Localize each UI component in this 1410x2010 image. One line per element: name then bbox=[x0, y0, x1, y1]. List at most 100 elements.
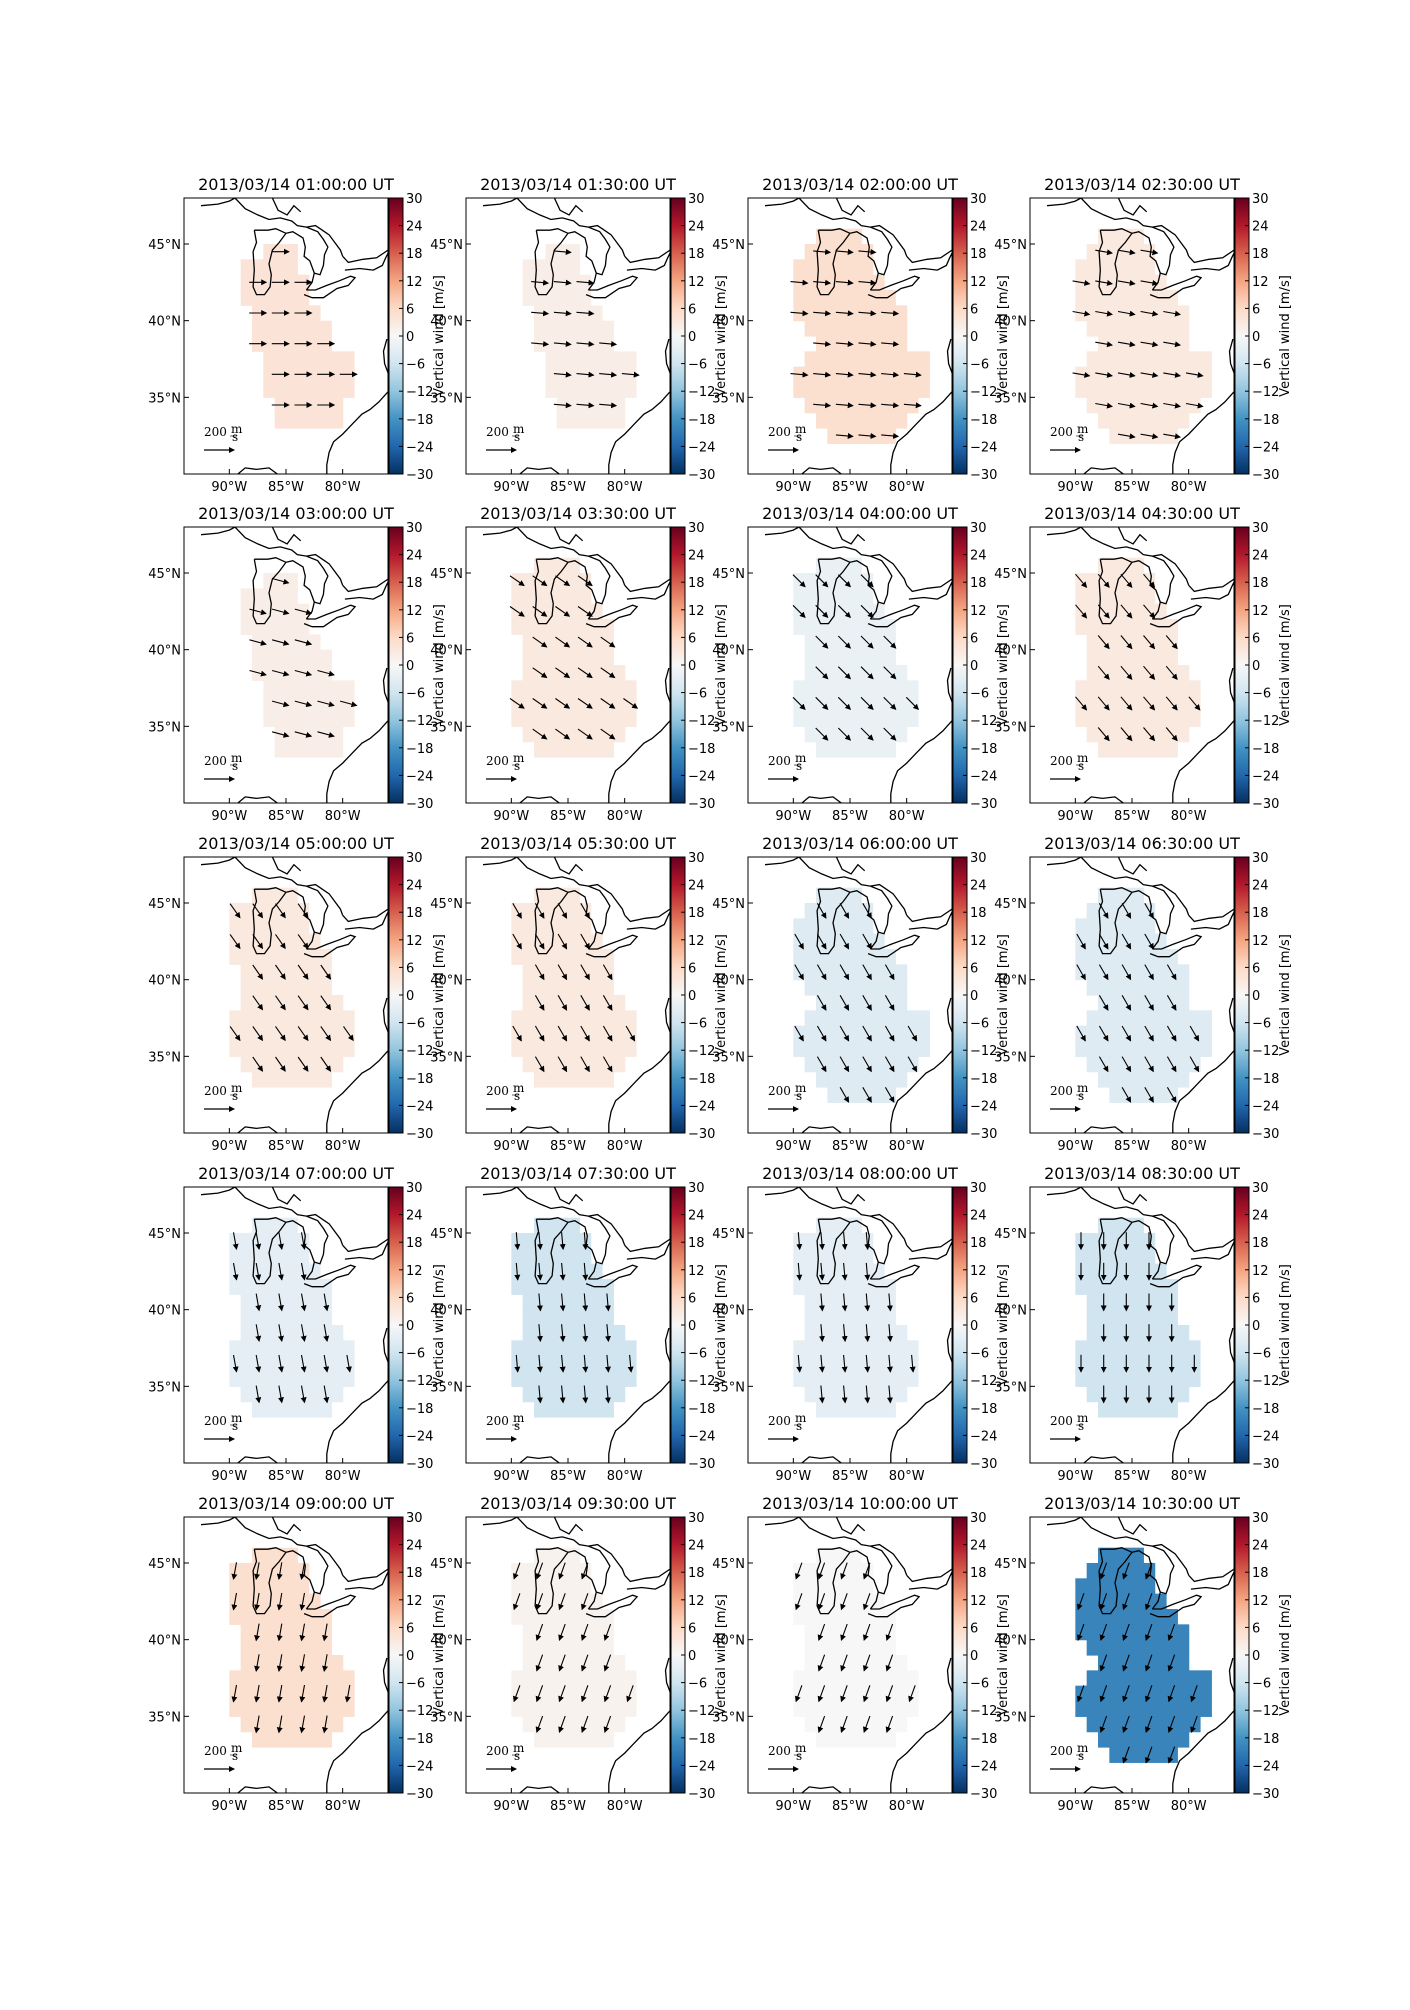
colorbar-tick-label: −18 bbox=[406, 1732, 433, 1747]
wind-arrow bbox=[254, 1592, 261, 1611]
wind-cell bbox=[1086, 397, 1099, 414]
wind-arrow bbox=[817, 1715, 826, 1733]
wind-cell bbox=[342, 1371, 355, 1387]
wind-cell bbox=[590, 1263, 603, 1280]
wind-cell bbox=[297, 711, 310, 727]
wind-cell bbox=[906, 1701, 919, 1717]
wind-cell bbox=[252, 619, 264, 635]
wind-cell bbox=[804, 1056, 817, 1073]
wind-cell bbox=[1109, 634, 1122, 651]
wind-cell bbox=[827, 1639, 840, 1656]
wind-cell bbox=[263, 1233, 276, 1249]
wind-cell bbox=[1109, 995, 1122, 1011]
wind-cell bbox=[320, 1010, 332, 1027]
wind-arrow bbox=[886, 1324, 893, 1343]
wind-cell bbox=[286, 1248, 298, 1265]
wind-cell bbox=[1109, 382, 1122, 398]
lat-tick-label: 45°N bbox=[148, 1557, 181, 1572]
wind-cell bbox=[1098, 1639, 1110, 1656]
wind-arrow bbox=[600, 728, 616, 740]
wind-cell bbox=[1143, 649, 1156, 666]
wind-cell bbox=[838, 1340, 851, 1357]
colorbar-tick-label: 18 bbox=[688, 1236, 705, 1251]
wind-arrow bbox=[813, 279, 832, 286]
wind-arrow bbox=[604, 1293, 611, 1312]
wind-cell bbox=[850, 336, 862, 352]
wind-arrow bbox=[623, 698, 639, 709]
wind-cell bbox=[1109, 573, 1122, 589]
wind-cell bbox=[850, 918, 862, 935]
wind-cell bbox=[286, 903, 298, 919]
lat-tick-label: 45°N bbox=[712, 567, 745, 582]
colorbar-tick-label: 0 bbox=[688, 989, 696, 1004]
coastline bbox=[1117, 1187, 1148, 1205]
wind-cell bbox=[286, 259, 298, 276]
lon-tick-label: 85°W bbox=[268, 1799, 304, 1814]
wind-cell bbox=[320, 1701, 332, 1717]
wind-cell bbox=[545, 1010, 558, 1027]
wind-cell bbox=[308, 366, 321, 383]
colorbar-label: Vertical wind [m/s] bbox=[714, 275, 729, 397]
wind-cell bbox=[240, 1025, 253, 1042]
colorbar-tick-label: 6 bbox=[688, 1621, 696, 1636]
wind-cell bbox=[590, 1056, 603, 1073]
colorbar-tick-label: 0 bbox=[1252, 330, 1260, 345]
wind-cell bbox=[1154, 665, 1167, 681]
wind-cell bbox=[816, 1731, 828, 1748]
wind-arrow bbox=[1185, 371, 1204, 378]
wind-cell bbox=[918, 1025, 930, 1042]
wind-cell bbox=[1143, 1578, 1156, 1595]
wind-cell bbox=[263, 995, 276, 1011]
panel-map bbox=[1046, 527, 1234, 803]
wind-cell bbox=[274, 979, 287, 996]
wind-cell bbox=[308, 979, 321, 996]
coastline bbox=[536, 557, 569, 563]
wind-cell bbox=[1109, 351, 1122, 368]
coastline bbox=[271, 1517, 302, 1535]
wind-cell bbox=[1120, 1309, 1133, 1326]
wind-cell bbox=[884, 1071, 896, 1088]
lon-tick-label: 90°W bbox=[775, 1799, 811, 1814]
colorbar-tick-label: −12 bbox=[1252, 1704, 1279, 1719]
colorbar-tick-label: 30 bbox=[970, 192, 987, 207]
wind-cell bbox=[1075, 949, 1088, 965]
coastline bbox=[908, 252, 952, 271]
coastline bbox=[342, 908, 388, 923]
wind-cell bbox=[827, 903, 840, 919]
lon-tick-label: 90°W bbox=[1057, 1139, 1093, 1154]
wind-cell bbox=[252, 1578, 264, 1595]
wind-cell bbox=[861, 711, 874, 727]
wind-cell bbox=[545, 290, 558, 306]
wind-arrow bbox=[1121, 1056, 1132, 1073]
wind-arrow bbox=[557, 933, 568, 950]
scale-arrow-unit: s bbox=[796, 1749, 802, 1763]
wind-cell bbox=[827, 933, 840, 950]
panel-title: 2013/03/14 10:30:00 UT bbox=[1044, 1494, 1240, 1513]
wind-cell bbox=[884, 1309, 896, 1326]
wind-cell bbox=[556, 1217, 569, 1234]
wind-cell bbox=[240, 1624, 253, 1641]
wind-cell bbox=[568, 382, 580, 398]
colorbar-tick-label: −24 bbox=[406, 769, 433, 784]
wind-cell bbox=[850, 964, 862, 981]
lat-tick-label: 45°N bbox=[430, 567, 463, 582]
wind-cell bbox=[556, 1639, 569, 1656]
wind-cell bbox=[511, 1578, 524, 1595]
wind-cell bbox=[263, 933, 276, 950]
wind-cell bbox=[872, 726, 885, 743]
wind-arrow bbox=[835, 371, 854, 378]
coastline bbox=[1172, 338, 1234, 474]
wind-arrow bbox=[862, 1087, 872, 1103]
wind-arrow bbox=[580, 1593, 589, 1611]
wind-cell bbox=[534, 1041, 546, 1057]
wind-arrow bbox=[858, 432, 877, 439]
coastline bbox=[326, 667, 388, 803]
coastline bbox=[608, 997, 670, 1133]
coastline bbox=[303, 934, 357, 958]
wind-cell bbox=[872, 979, 885, 996]
wind-cell bbox=[308, 412, 321, 429]
coastline bbox=[200, 527, 344, 586]
wind-arrow bbox=[536, 1293, 543, 1312]
lat-tick-label: 45°N bbox=[430, 1557, 463, 1572]
